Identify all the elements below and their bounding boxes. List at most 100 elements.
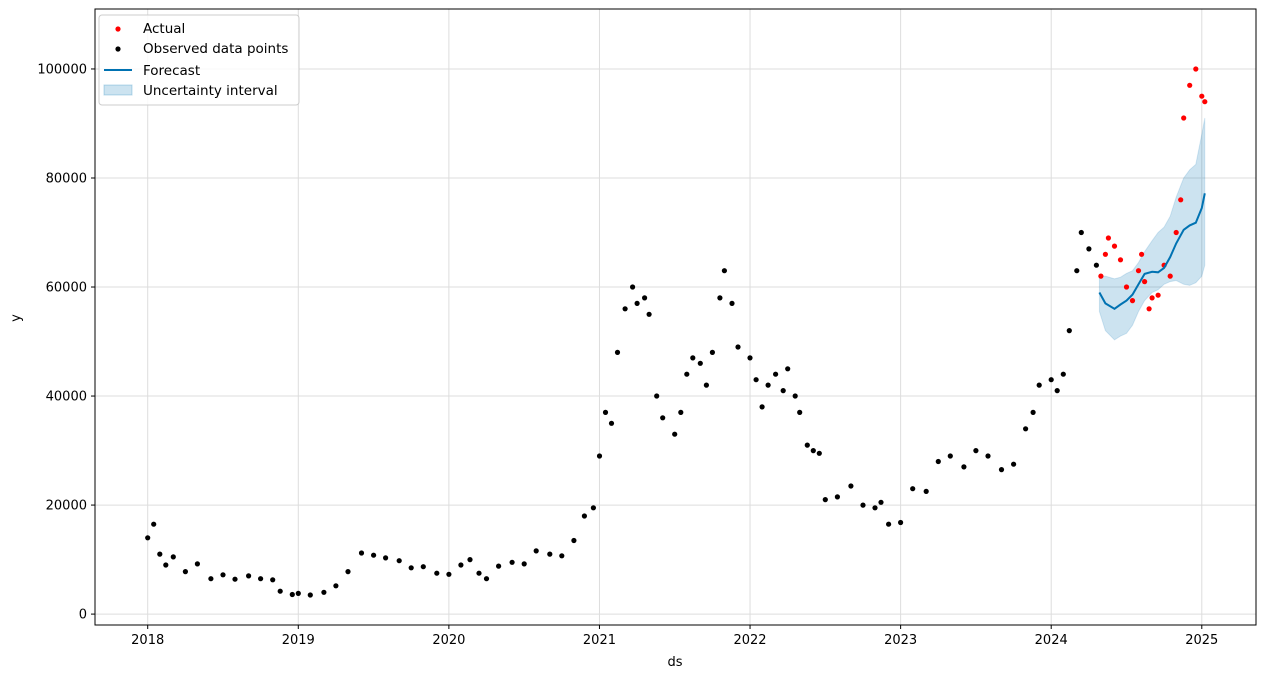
observed-point [804,442,810,448]
observed-point [690,355,696,361]
actual-point [1181,115,1187,121]
observed-points [145,229,1099,598]
y-tick-label: 40000 [46,390,87,405]
observed-point [509,559,515,565]
actual-point [1105,235,1111,241]
uncertainty-band [1098,117,1206,341]
observed-point [1054,388,1060,394]
x-tick-label: 2020 [432,633,465,648]
observed-point [684,371,690,377]
observed-point [163,562,169,568]
observed-point [703,382,710,388]
x-tick-label: 2019 [282,633,315,648]
uncertainty-area [1098,117,1206,341]
actual-point [1129,298,1136,304]
observed-point [333,583,339,589]
observed-point [630,284,636,290]
observed-point [151,521,157,527]
grid [95,9,1256,625]
observed-point [910,486,916,492]
x-tick-label: 2023 [884,633,917,648]
x-tick-label: 2024 [1035,633,1068,648]
observed-point [792,393,798,399]
observed-point [998,467,1005,473]
actual-point [1149,295,1155,301]
observed-point [985,453,991,459]
actual-point [1102,251,1108,257]
observed-point [759,404,765,410]
y-tick-label: 60000 [46,281,87,296]
observed-point [590,505,597,511]
actual-point [1117,257,1124,263]
observed-point [608,420,615,426]
x-axis-ticks: 2018 2019 2020 2021 2022 2023 2024 2025 [131,625,1218,648]
observed-point [458,562,464,568]
observed-point [622,306,628,312]
x-tick-label: 2022 [733,633,766,648]
observed-point [642,295,648,301]
observed-point [697,360,703,366]
observed-point [1086,246,1092,252]
observed-point [780,388,786,394]
y-tick-label: 80000 [46,171,87,186]
observed-point [1093,262,1099,268]
observed-point [1036,382,1042,388]
observed-point [923,488,929,494]
observed-point [246,573,252,579]
observed-point [860,502,866,508]
actual-point [1142,279,1148,285]
observed-point [145,535,151,541]
observed-point [559,553,565,559]
observed-point [654,393,660,399]
observed-point [678,409,684,415]
observed-point [614,349,621,355]
x-tick-label: 2018 [131,633,164,648]
y-tick-label: 20000 [46,499,87,514]
observed-point [810,448,816,454]
observed-point [872,505,878,511]
observed-point [634,300,640,306]
y-axis-ticks: 0 20000 40000 60000 80000 100000 [37,62,95,623]
y-tick-label: 100000 [37,62,87,77]
legend-forecast-label: Forecast [143,63,200,79]
legend-actual-label: Actual [143,21,185,37]
observed-point [596,453,603,459]
observed-point [295,590,301,597]
observed-point [961,464,967,470]
observed-point [420,564,426,570]
observed-point [822,497,828,503]
observed-point [816,450,822,456]
observed-point [1023,426,1029,432]
legend-uncertainty-label: Uncertainty interval [143,83,278,99]
observed-point [307,592,313,598]
observed-point [709,349,716,355]
actual-point [1173,229,1179,236]
plot-background [95,9,1256,625]
observed-point [717,295,723,301]
legend-observed-marker [115,46,121,52]
observed-point [521,561,527,567]
actual-point [1167,273,1173,279]
legend-box [98,14,300,106]
observed-point [194,561,200,567]
y-axis-label: y [9,314,24,322]
observed-point [646,311,652,317]
actual-point [1123,284,1130,290]
actual-point [1178,197,1184,203]
observed-point [434,570,440,576]
x-axis-label: ds [667,655,682,670]
observed-point [935,458,941,465]
observed-point [735,344,741,350]
plot-frame [94,8,1257,626]
observed-point [383,555,389,561]
forecast-line-group [1098,193,1206,310]
observed-point [467,557,473,563]
observed-point [170,554,176,560]
observed-point [533,548,539,554]
observed-point [672,431,678,437]
observed-point [358,550,365,556]
observed-point [345,569,351,575]
legend: Actual Observed data points Forecast Unc… [98,14,300,106]
observed-point [729,300,735,306]
actual-point [1139,251,1145,257]
